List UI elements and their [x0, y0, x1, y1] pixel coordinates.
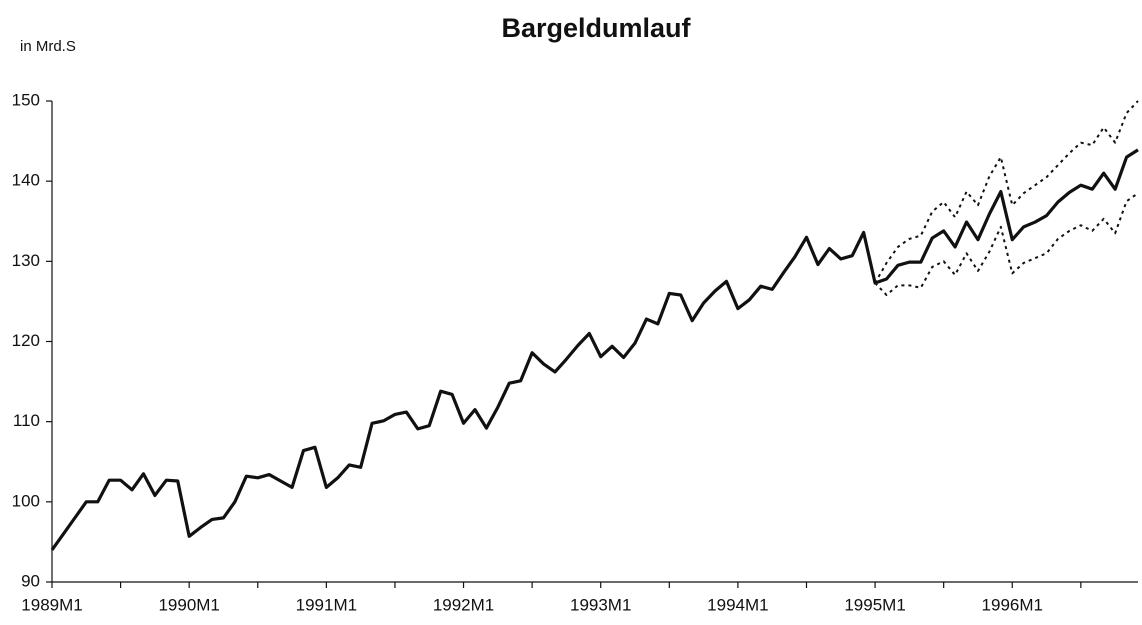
x-tick-label: 1989M1 [21, 595, 82, 614]
y-tick-label: 110 [13, 411, 40, 430]
x-tick-label: 1995M1 [844, 595, 905, 614]
x-tick-label: 1992M1 [433, 595, 494, 614]
y-tick-label: 120 [12, 331, 40, 350]
y-tick-label: 90 [21, 571, 40, 590]
x-tick-label: 1991M1 [296, 595, 357, 614]
y-tick-label: 140 [12, 171, 40, 190]
chart-title: Bargeldumlauf [501, 13, 691, 43]
y-tick-label: 150 [12, 90, 40, 109]
y-tick-label: 100 [12, 491, 40, 510]
y-tick-label: 130 [12, 251, 40, 270]
x-tick-label: 1993M1 [570, 595, 631, 614]
series-line [50, 148, 1139, 551]
x-tick-label: 1990M1 [158, 595, 219, 614]
x-tick-label: 1996M1 [982, 595, 1043, 614]
x-tick-label: 1994M1 [707, 595, 768, 614]
series-line [874, 192, 1139, 296]
series-line [874, 100, 1139, 284]
y-axis-label: in Mrd.S [20, 38, 76, 55]
